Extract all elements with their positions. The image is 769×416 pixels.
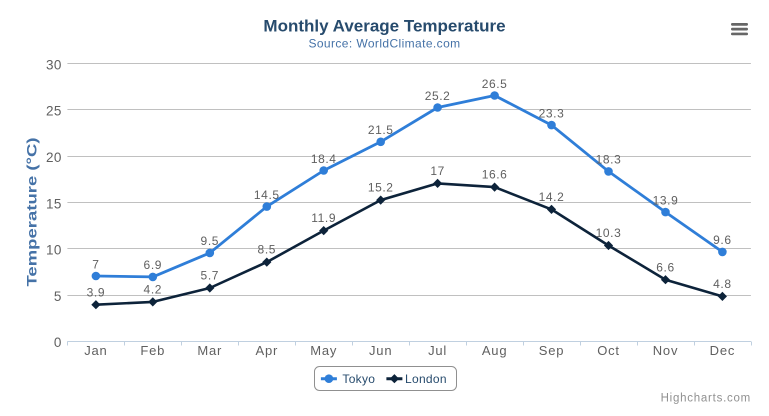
svg-text:4.8: 4.8	[713, 277, 731, 291]
svg-text:Temperature (°C): Temperature (°C)	[25, 138, 40, 287]
svg-text:4.2: 4.2	[144, 283, 162, 297]
svg-text:7: 7	[92, 257, 99, 271]
svg-text:25.2: 25.2	[425, 89, 451, 103]
svg-text:Mar: Mar	[197, 343, 222, 358]
svg-text:11.9: 11.9	[311, 211, 336, 225]
svg-text:Nov: Nov	[653, 343, 679, 358]
svg-text:Feb: Feb	[140, 343, 165, 358]
svg-text:14.5: 14.5	[254, 188, 280, 202]
svg-text:Jun: Jun	[369, 343, 392, 358]
svg-text:23.3: 23.3	[539, 106, 565, 120]
svg-text:10.3: 10.3	[596, 226, 622, 240]
svg-text:0: 0	[54, 335, 62, 350]
svg-text:Jul: Jul	[428, 343, 447, 358]
svg-text:London: London	[405, 372, 447, 386]
svg-text:Highcharts.com: Highcharts.com	[661, 393, 751, 405]
svg-text:10: 10	[46, 243, 62, 258]
svg-text:Jan: Jan	[84, 343, 107, 358]
svg-text:3.9: 3.9	[87, 285, 105, 299]
svg-text:Apr: Apr	[255, 343, 278, 358]
svg-text:9.6: 9.6	[713, 233, 731, 247]
svg-text:30: 30	[46, 57, 62, 72]
svg-text:6.9: 6.9	[144, 258, 162, 272]
svg-text:5: 5	[54, 289, 62, 304]
svg-text:25: 25	[46, 104, 62, 119]
svg-text:17: 17	[430, 164, 445, 178]
svg-text:26.5: 26.5	[482, 77, 508, 91]
svg-text:Sep: Sep	[539, 343, 565, 358]
svg-text:May: May	[310, 343, 337, 358]
svg-text:Monthly Average Temperature: Monthly Average Temperature	[263, 17, 505, 36]
svg-text:16.6: 16.6	[482, 168, 508, 182]
svg-text:15.2: 15.2	[368, 181, 394, 195]
svg-text:14.2: 14.2	[539, 190, 565, 204]
svg-text:18.3: 18.3	[596, 153, 622, 167]
svg-text:Source: WorldClimate.com: Source: WorldClimate.com	[308, 37, 460, 51]
svg-text:5.7: 5.7	[201, 269, 219, 283]
svg-text:9.5: 9.5	[201, 234, 219, 248]
svg-text:Tokyo: Tokyo	[342, 372, 375, 386]
svg-text:8.5: 8.5	[258, 243, 276, 257]
svg-text:18.4: 18.4	[311, 152, 337, 166]
svg-text:13.9: 13.9	[653, 193, 679, 207]
svg-text:15: 15	[46, 196, 62, 211]
svg-text:20: 20	[46, 150, 62, 165]
svg-text:21.5: 21.5	[368, 123, 394, 137]
svg-text:Aug: Aug	[482, 343, 508, 358]
svg-text:6.6: 6.6	[656, 260, 674, 274]
svg-text:Dec: Dec	[710, 343, 736, 358]
svg-text:Oct: Oct	[597, 343, 620, 358]
